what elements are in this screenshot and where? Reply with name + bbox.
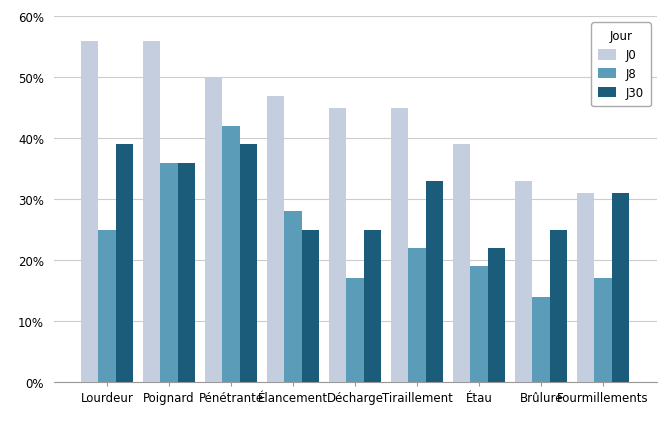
Bar [470,266,488,382]
Bar [98,230,116,382]
Bar [240,145,257,382]
Bar [391,108,409,382]
Bar [302,230,319,382]
Bar [284,212,302,382]
Bar [178,163,195,382]
Bar [594,279,612,382]
Bar [222,127,240,382]
Bar [364,230,381,382]
Bar [409,248,426,382]
Bar [533,297,550,382]
Legend: J0, J8, J30: J0, J8, J30 [591,23,651,107]
Bar [329,108,346,382]
Bar [550,230,567,382]
Bar [116,145,133,382]
Bar [426,181,443,382]
Bar [81,42,98,382]
Bar [577,194,594,382]
Bar [346,279,364,382]
Bar [515,181,533,382]
Bar [453,145,470,382]
Bar [267,96,284,382]
Bar [143,42,160,382]
Bar [488,248,505,382]
Bar [612,194,629,382]
Bar [160,163,178,382]
Bar [205,78,222,382]
